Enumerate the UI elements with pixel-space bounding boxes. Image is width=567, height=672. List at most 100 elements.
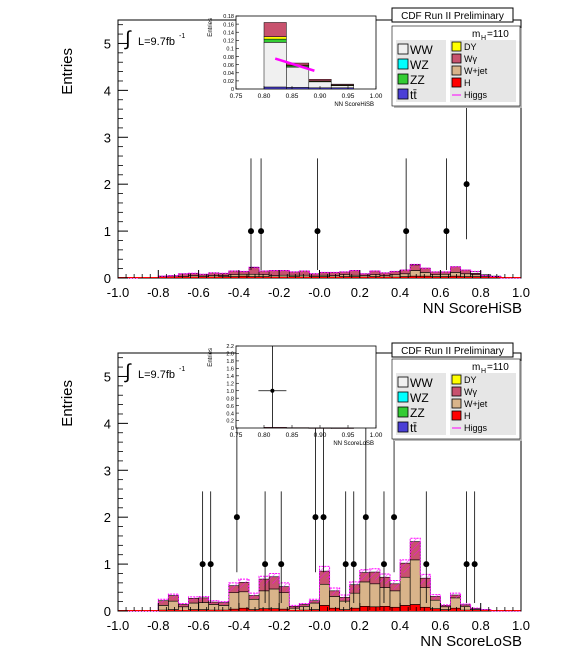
signal-band [450, 593, 461, 599]
inset-x-axis-title: NN ScoreHiSB [334, 102, 374, 108]
legend-swatch-wg [451, 386, 462, 397]
inset-y-tick-label: 0 [231, 426, 234, 432]
signal-band [390, 580, 401, 590]
bar-wjet [460, 273, 471, 277]
legend-swatch-ww [397, 376, 409, 388]
signal-band [158, 599, 169, 603]
bar-wjet [369, 583, 381, 608]
inset-x-tick-label: 0.75 [230, 432, 243, 439]
bar-wjet [450, 272, 461, 277]
legend-label: ZZ [410, 73, 425, 87]
y-axis-title: Entries [59, 380, 76, 427]
inset-y-axis-title: Entries [208, 18, 214, 37]
integral-symbol: ∫ [124, 28, 132, 50]
inset-y-tick-label: 0.08 [223, 55, 234, 61]
x-tick-label: 0.2 [351, 618, 369, 633]
signal-band [238, 579, 249, 589]
signal-band [299, 270, 310, 273]
bar-wjet [419, 272, 431, 277]
legend-label: tt̄ [410, 88, 417, 102]
data-point [463, 561, 470, 568]
y-tick-label: 4 [104, 416, 111, 431]
legend-label: Wγ [464, 387, 477, 397]
bar-wjet [399, 576, 411, 606]
inset-y-tick-label: 2.0 [226, 352, 234, 358]
data-point [199, 561, 206, 568]
data-point [443, 228, 450, 235]
data-point [262, 561, 269, 568]
x-tick-label: -0.8 [147, 285, 169, 300]
signal-band [218, 273, 229, 275]
signal-band [369, 270, 380, 273]
legend-swatch-tt [397, 421, 409, 433]
inset-bar-zz [263, 38, 287, 43]
x-tick-label: -0.0 [308, 285, 330, 300]
x-tick-label: -0.4 [228, 285, 250, 300]
signal-band [460, 603, 471, 607]
legend-swatch-wjet [451, 65, 462, 76]
signal-band [450, 266, 461, 269]
bar-wjet [299, 606, 310, 611]
bar-wjet [228, 592, 240, 610]
inset-plot: 0.75 0.80 0.85 0.90 0.95 1.00 00.2 0.40.6 0.81.0… [208, 344, 383, 447]
legend-swatch-wjet [451, 398, 462, 409]
signal-band [299, 603, 310, 606]
legend-swatch-h [451, 410, 462, 421]
legend-label: W+jet [464, 66, 488, 76]
inset-y-tick-label: 1.8 [226, 359, 234, 365]
banner-text: CDF Run II Preliminary [401, 346, 504, 357]
data-point [314, 228, 321, 235]
data-point [403, 228, 410, 235]
bar-wjet [419, 587, 431, 608]
inset-data-point [270, 388, 275, 393]
lumi-superscript: -1 [179, 366, 185, 373]
signal-band [168, 594, 179, 599]
data-point [278, 561, 285, 568]
signal-band [188, 596, 199, 601]
banner-text: CDF Run II Preliminary [401, 11, 504, 22]
legend-label: ZZ [410, 406, 425, 420]
inset-bar-ww [286, 66, 310, 88]
inset-x-tick-label: 0.75 [230, 93, 243, 100]
x-tick-label: 0.6 [431, 285, 449, 300]
x-axis-title: NN ScoreHiSB [423, 300, 522, 317]
y-tick-label: 4 [104, 83, 111, 98]
bar-wjet [168, 600, 179, 610]
inset-y-tick-label: 0.4 [226, 411, 234, 417]
y-tick-label: 2 [104, 510, 111, 525]
inset-frame [235, 345, 377, 429]
data-point [471, 561, 478, 568]
signal-band [440, 271, 451, 274]
inset-y-tick-label: 0.8 [226, 396, 234, 402]
inset-y-axis-title: Entries [208, 348, 214, 367]
x-tick-label: -0.4 [228, 618, 250, 633]
data-point [463, 181, 470, 188]
bar-wjet [440, 606, 451, 610]
x-tick-label: 0.8 [472, 285, 490, 300]
data-point [312, 514, 319, 521]
inset-x-tick-label: 0.95 [342, 432, 355, 439]
legend-swatch-zz [397, 73, 409, 85]
signal-band [339, 271, 350, 274]
inset-x-tick-label: 1.00 [370, 93, 383, 100]
signal-band [178, 603, 189, 606]
inset-bar-wg [286, 427, 310, 429]
legend-swatch-ww [397, 43, 409, 55]
bar-wjet [440, 273, 451, 277]
signal-band [369, 568, 380, 580]
inset-y-tick-label: 0.1 [226, 47, 234, 53]
signal-band [259, 270, 270, 273]
legend-swatch-dy [451, 374, 462, 385]
inset-y-tick-label: 0.12 [223, 39, 234, 45]
bar-wjet [248, 598, 260, 610]
inset-x-tick-label: 0.80 [258, 93, 271, 100]
inset-y-tick-label: 0.06 [223, 63, 234, 69]
signal-band [329, 272, 340, 274]
inset-y-tick-label: 0.16 [223, 22, 234, 28]
legend-label: DY [464, 375, 477, 385]
inset-x-tick-label: 0.80 [258, 432, 271, 439]
x-tick-label: -0.6 [187, 618, 209, 633]
signal-band [329, 588, 340, 595]
